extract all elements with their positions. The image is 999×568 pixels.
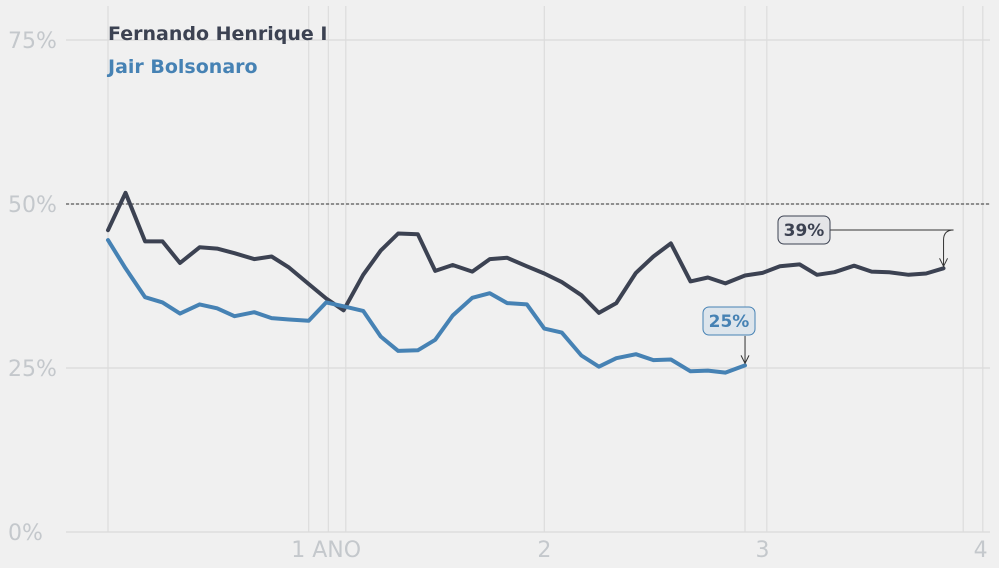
annotation-fernando: 39%: [777, 215, 954, 268]
legend: Fernando Henrique I Jair Bolsonaro: [106, 23, 328, 78]
end-annotations: 39% 25%: [702, 215, 954, 365]
tick-labels: 0% 25% 50% 75% 1 ANO 2 3 4: [8, 29, 988, 563]
y-tick-label: 50%: [8, 193, 57, 218]
legend-entry: Jair Bolsonaro: [106, 56, 258, 78]
annotation-box: [702, 306, 756, 336]
x-tick-label: 2: [537, 538, 551, 563]
legend-entry: Fernando Henrique I: [108, 23, 328, 45]
y-tick-label: 75%: [8, 29, 57, 54]
annotation-connector: [778, 229, 954, 266]
annotation-label: 25%: [709, 312, 750, 332]
y-tick-label: 0%: [8, 521, 43, 546]
series-line-2: [106, 238, 747, 375]
annotation-bolsonaro: 25%: [702, 306, 756, 365]
annotation-label: 39%: [784, 221, 825, 241]
x-tick-label: 3: [755, 538, 769, 563]
x-tick-label: 1 ANO: [291, 538, 361, 563]
annotation-box: [777, 215, 831, 245]
grid: [66, 6, 990, 533]
annotation-arrowhead: [740, 355, 750, 365]
series-line-1: [106, 190, 946, 315]
y-tick-label: 25%: [8, 357, 57, 382]
series-lines: [106, 190, 946, 375]
x-tick-label: 4: [974, 538, 988, 563]
annotation-arrowhead: [939, 258, 948, 268]
